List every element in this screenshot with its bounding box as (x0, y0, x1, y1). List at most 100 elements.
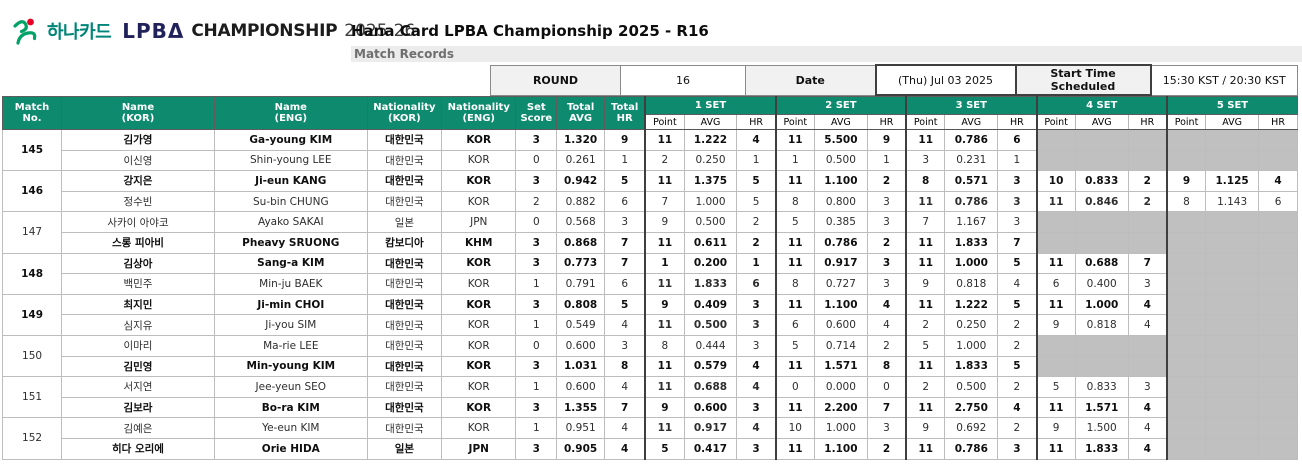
set-1-point: 7 (644, 190, 685, 213)
set-score: 0 (515, 334, 558, 357)
match-no: 150 (1, 334, 63, 378)
set-4-avg: 0.688 (1074, 252, 1129, 275)
set-1-hr: 1 (736, 149, 777, 172)
set-3-hr: 6 (997, 129, 1038, 151)
set-4-avg: 1.571 (1074, 396, 1129, 419)
set-1-hr: 1 (736, 252, 777, 275)
nationality-eng: KOR (441, 314, 517, 336)
set-1-header: 1 SET (644, 96, 777, 115)
set-5-avg-empty (1205, 273, 1260, 295)
total-hr: 8 (604, 355, 646, 378)
player-row: 스롱 피아비 Pheavy SRUONG 캄보디아 KHM 3 0.868 7 11 0.611… (3, 231, 1298, 254)
hana-symbol-icon (10, 16, 40, 46)
set-5-hr-empty (1258, 211, 1298, 233)
total-avg: 0.905 (556, 437, 606, 460)
set-2-hr-header: HR (866, 114, 907, 130)
set-5-hr: 4 (1258, 170, 1298, 192)
set-4-point-empty (1035, 129, 1076, 151)
nationality-eng: KHM (441, 231, 517, 254)
total-hr: 6 (604, 273, 646, 295)
player-row: 151 서지연 Jee-yeun SEO 대한민국 KOR 1 0.600 4 11 0.688 4… (1, 376, 1298, 419)
set-5-hr-empty (1258, 376, 1298, 398)
player-name-kor: 김민영 (61, 355, 215, 378)
total-avg: 0.942 (556, 170, 606, 192)
set-2-avg: 5.500 (813, 129, 868, 151)
nationality-kor: 대한민국 (366, 190, 443, 213)
set-5-avg-empty (1205, 231, 1260, 254)
set-3-avg: 1.833 (944, 231, 999, 254)
set-5-hr-empty (1258, 129, 1298, 151)
set-2-avg: 0.786 (813, 231, 868, 254)
set-1-hr: 3 (736, 314, 777, 336)
set-4-hr: 4 (1127, 314, 1168, 336)
set-5-avg-empty (1205, 293, 1260, 316)
set-5-point-empty (1165, 211, 1207, 233)
set-2-avg: 0.800 (813, 190, 868, 213)
season-label: 2025-26 (344, 21, 416, 41)
set-4-point: 11 (1035, 396, 1076, 419)
set-4-avg: 0.833 (1074, 376, 1129, 398)
nationality-eng: KOR (441, 417, 517, 439)
set-2-hr: 3 (866, 417, 907, 439)
total-avg: 0.549 (556, 314, 606, 336)
nationality-kor: 대한민국 (366, 417, 443, 439)
set-4-hr-empty (1127, 334, 1168, 357)
set-5-hr-empty (1258, 396, 1298, 419)
set-5-hr-empty (1258, 334, 1298, 357)
set-3-avg: 0.818 (944, 273, 999, 295)
match-no: 146 (1, 170, 63, 213)
set-2-header: 2 SET (774, 96, 907, 115)
start-time-value: 15:30 KST / 20:30 KST (1150, 64, 1298, 96)
set-2-point: 11 (774, 293, 815, 316)
total-hr: 1 (604, 149, 646, 172)
hana-card-logo-text: 하나카드 (47, 22, 112, 43)
set-2-hr: 2 (866, 231, 907, 254)
player-name-eng: Pheavy SRUONG (213, 231, 368, 254)
set-4-avg-empty (1074, 231, 1129, 254)
nationality-eng: KOR (441, 334, 517, 357)
set-4-hr: 4 (1127, 293, 1168, 316)
set-4-avg: 1.500 (1074, 417, 1129, 439)
set-1-point-header: Point (644, 114, 685, 130)
set-1-hr: 4 (736, 417, 777, 439)
set-4-point-empty (1035, 334, 1076, 357)
set-5-point-empty (1165, 129, 1207, 151)
set-3-avg: 0.250 (944, 314, 999, 336)
set-1-avg: 0.688 (683, 376, 738, 398)
set-2-point: 5 (774, 211, 815, 233)
set-5-hr-empty (1258, 273, 1298, 295)
set-5-header: 5 SET (1165, 96, 1298, 115)
set-2-point: 11 (774, 129, 815, 151)
set-5-point-empty (1165, 355, 1207, 378)
set-4-point: 9 (1035, 417, 1076, 439)
set-4-avg: 0.833 (1074, 170, 1129, 192)
set-3-point: 11 (905, 190, 946, 213)
set-3-point: 11 (905, 293, 946, 316)
set-score: 3 (515, 355, 558, 378)
set-2-hr: 4 (866, 314, 907, 336)
set-2-point-header: Point (774, 114, 815, 130)
date-value: (Thu) Jul 03 2025 (874, 64, 1017, 96)
set-4-point: 9 (1035, 314, 1076, 336)
set-2-hr: 3 (866, 252, 907, 275)
player-name-kor: 서지연 (61, 376, 215, 398)
set-score: 1 (515, 376, 558, 398)
set-2-avg: 1.100 (813, 170, 868, 192)
set-1-hr: 5 (736, 170, 777, 192)
set-3-hr: 3 (997, 437, 1038, 460)
name-kor-header: Name (KOR) (61, 96, 215, 130)
set-5-hr-empty (1258, 149, 1298, 172)
total-avg: 0.951 (556, 417, 606, 439)
set-4-point: 5 (1035, 376, 1076, 398)
set-3-hr: 5 (997, 355, 1038, 378)
set-5-hr-empty (1258, 231, 1298, 254)
set-3-hr: 2 (997, 376, 1038, 398)
set-score: 3 (515, 293, 558, 316)
set-3-point: 2 (905, 314, 946, 336)
set-4-avg-empty (1074, 355, 1129, 378)
set-3-point: 8 (905, 170, 946, 192)
nationality-kor: 일본 (366, 437, 443, 460)
set-4-hr: 7 (1127, 252, 1168, 275)
set-2-avg: 2.200 (813, 396, 868, 419)
set-2-avg: 0.727 (813, 273, 868, 295)
